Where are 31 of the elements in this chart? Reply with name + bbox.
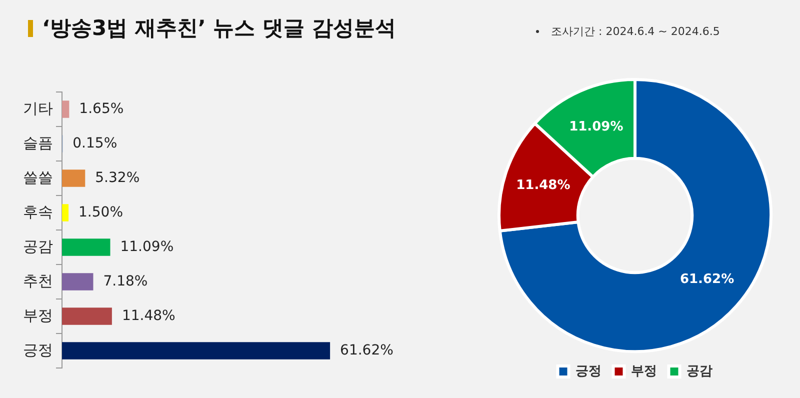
data-label: 1.65% xyxy=(79,100,124,117)
y-tick-label: 후속 xyxy=(23,204,53,221)
bar xyxy=(62,238,110,256)
bar xyxy=(62,342,330,360)
data-label: 5.32% xyxy=(95,170,140,186)
legend-label: 긍정 xyxy=(575,363,602,378)
y-tick-label: 긍정 xyxy=(23,342,53,359)
data-label: 11.09% xyxy=(569,119,624,134)
data-label: 61.62% xyxy=(340,342,394,358)
bar xyxy=(62,308,112,325)
y-tick-label: 추천 xyxy=(23,272,53,290)
y-tick-label: 부정 xyxy=(23,307,53,324)
chart-title: ‘방송3법 재추친’ 뉴스 댓글 감성분석 xyxy=(42,15,396,42)
y-tick-label: 쓸쓸 xyxy=(23,169,53,186)
data-label: 7.18% xyxy=(103,273,148,290)
bar xyxy=(62,100,70,118)
data-label: 1.50% xyxy=(78,204,124,220)
bar xyxy=(62,204,69,222)
y-tick-label: 기타 xyxy=(23,100,53,118)
bar xyxy=(62,170,86,187)
data-label: 11.09% xyxy=(120,238,174,255)
data-label: 11.48% xyxy=(122,308,176,324)
data-label: 11.48% xyxy=(516,178,570,193)
data-label: 0.15% xyxy=(72,135,118,152)
y-tick-label: 슬픔 xyxy=(23,134,53,152)
legend-label: 부정 xyxy=(630,363,657,378)
chart-subtitle: 조사기간 : 2024.6.4 ~ 2024.6.5 xyxy=(551,25,720,38)
data-label: 61.62% xyxy=(680,272,734,288)
legend-label: 공감 xyxy=(686,363,712,378)
y-tick-label: 공감 xyxy=(23,238,53,256)
bar xyxy=(62,273,94,290)
